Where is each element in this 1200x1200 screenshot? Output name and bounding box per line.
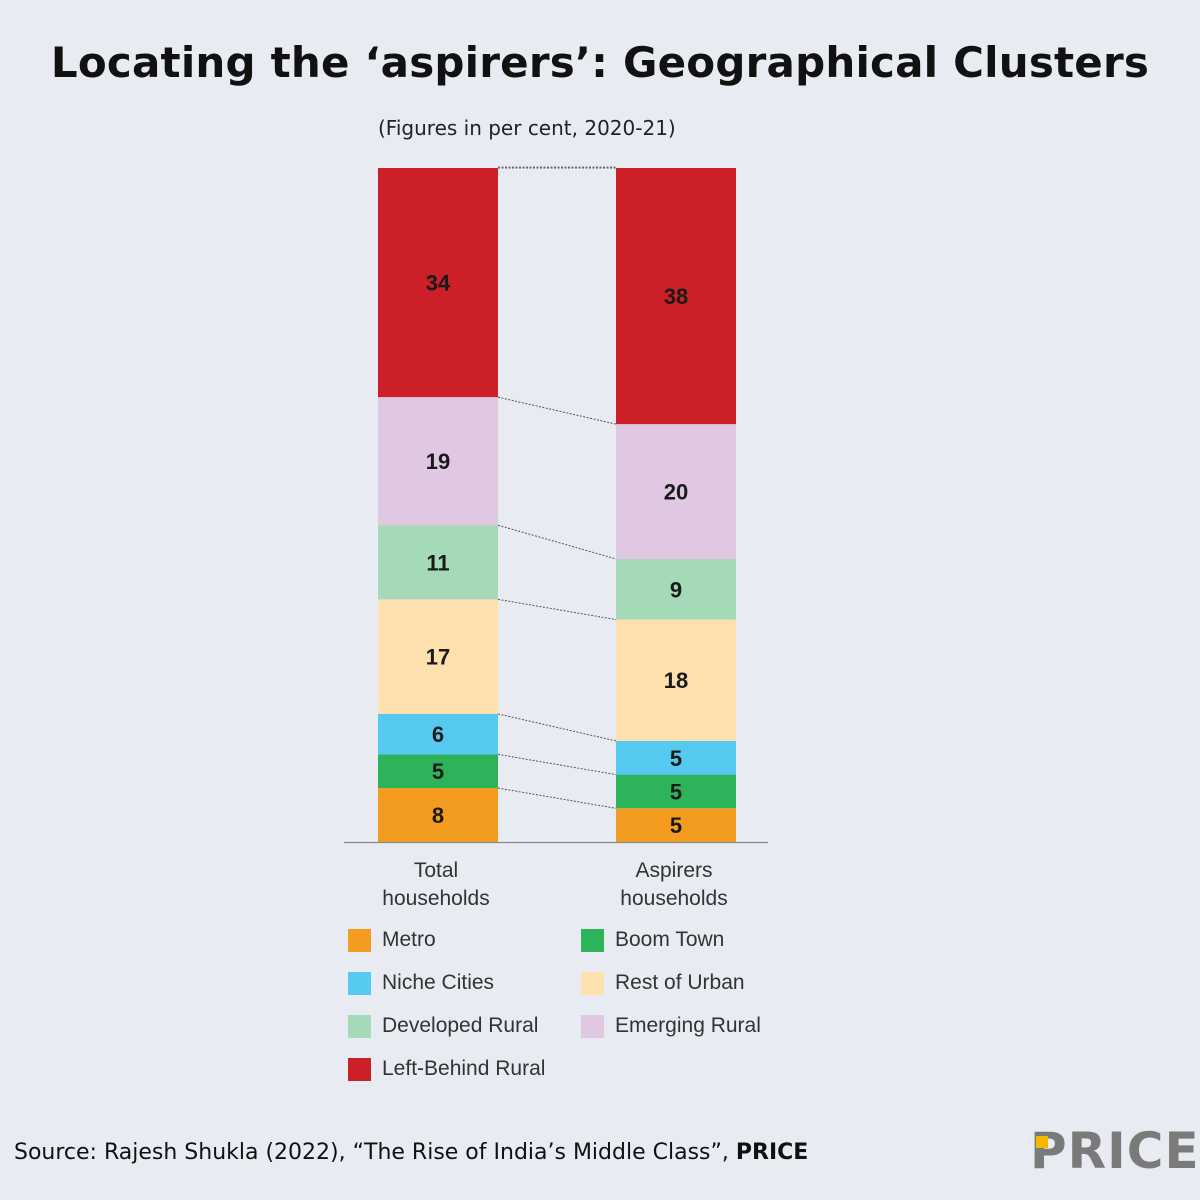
category-label: Total households	[382, 859, 489, 910]
category-label-line: households	[620, 887, 727, 910]
legend-item: Rest of Urban	[581, 971, 781, 995]
data-label: 34	[426, 271, 451, 296]
connector-line	[497, 524, 617, 560]
source-note: Source: Rajesh Shukla (2022), “The Rise …	[14, 1140, 808, 1165]
bar-segment	[616, 774, 736, 809]
connector-line	[497, 753, 617, 776]
category-label-line: households	[382, 887, 489, 910]
category-label: Aspirers households	[620, 859, 727, 910]
legend-swatch	[348, 1057, 371, 1081]
legend-label: Niche Cities	[382, 971, 495, 994]
source-text: Source: Rajesh Shukla (2022), “The Rise …	[14, 1140, 736, 1165]
bar-segment	[378, 599, 498, 714]
legend-item: Emerging Rural	[581, 1014, 781, 1038]
source-org: PRICE	[735, 1140, 809, 1165]
legend-item: Left-Behind Rural	[348, 1057, 581, 1081]
bar-segment	[378, 525, 498, 600]
data-label: 5	[670, 813, 682, 838]
connector-line	[497, 713, 617, 742]
data-label: 5	[670, 746, 682, 771]
logo-accent-mark	[1036, 1136, 1048, 1148]
category-label-line: Aspirers	[635, 859, 712, 882]
data-label: 8	[432, 803, 444, 828]
legend-swatch	[348, 971, 371, 995]
legend-item: Niche Cities	[348, 971, 581, 995]
bar-segment	[616, 740, 736, 775]
legend-item: Metro	[348, 928, 581, 952]
data-label: 19	[426, 449, 450, 474]
legend-label: Left-Behind Rural	[382, 1057, 546, 1080]
data-label: 18	[664, 668, 688, 693]
data-label: 5	[670, 779, 682, 804]
legend-swatch	[581, 1014, 604, 1038]
chart-subtitle: (Figures in per cent, 2020-21)	[378, 116, 676, 140]
bar-segment	[378, 713, 498, 755]
data-label: 6	[432, 722, 444, 747]
bar-segment	[616, 808, 736, 842]
legend-label: Emerging Rural	[615, 1014, 761, 1037]
data-label: 5	[432, 759, 444, 784]
data-label: 38	[664, 284, 688, 309]
connector-line	[497, 787, 617, 809]
bar-segment	[378, 754, 498, 789]
legend-swatch	[348, 1014, 371, 1038]
price-logo: PRICE	[1030, 1122, 1200, 1180]
data-label: 17	[426, 645, 450, 670]
connector-line	[497, 396, 617, 425]
legend-item: Boom Town	[581, 928, 781, 952]
legend-swatch	[348, 928, 371, 952]
data-label: 11	[426, 550, 449, 575]
legend-swatch	[581, 928, 604, 952]
legend-label: Rest of Urban	[615, 971, 745, 994]
stacked-bar: 5 5 5 18 9 20 38	[616, 168, 736, 842]
bar-segment	[378, 397, 498, 526]
data-label: 20	[664, 480, 688, 505]
legend-label: Boom Town	[615, 928, 725, 951]
data-label: 9	[670, 577, 682, 602]
bar-segment	[378, 788, 498, 842]
connector-lines	[497, 167, 617, 809]
chart-title: Locating the ‘aspirers’: Geographical Cl…	[50, 38, 1150, 87]
connector-line	[497, 598, 617, 621]
bar-segment	[616, 168, 736, 425]
bar-segment	[616, 619, 736, 741]
bar-segment	[616, 424, 736, 559]
chart-legend: Metro Boom Town Niche Cities Rest of Urban D…	[348, 928, 788, 1081]
stacked-bar: 8 5 6 17 11 19 34	[378, 168, 498, 842]
legend-swatch	[581, 971, 604, 995]
legend-item: Developed Rural	[348, 1014, 581, 1038]
bar-segment	[378, 168, 498, 398]
legend-label: Developed Rural	[382, 1014, 539, 1037]
category-label-line: Total	[414, 859, 458, 882]
bar-segment	[616, 558, 736, 620]
legend-label: Metro	[382, 928, 436, 951]
